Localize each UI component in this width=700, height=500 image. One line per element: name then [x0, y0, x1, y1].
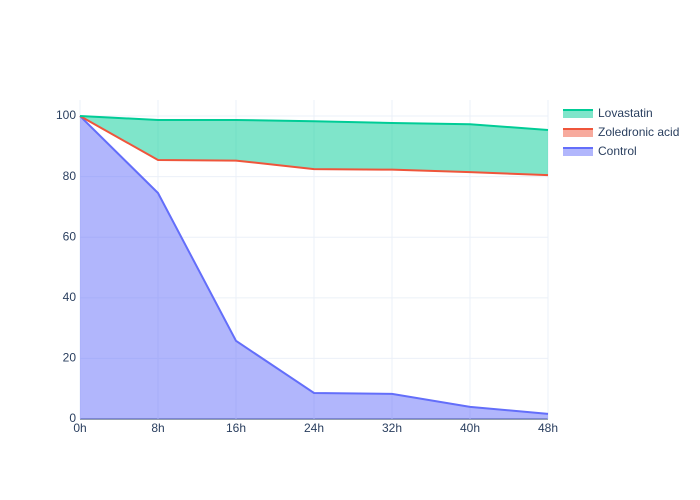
area-fill	[80, 116, 548, 176]
y-tick-label: 80	[63, 169, 77, 183]
line	[79, 115, 549, 177]
x-tick-label: 16h	[226, 421, 246, 435]
y-tick-label: 20	[63, 351, 77, 365]
x-tick-label: 24h	[304, 421, 324, 435]
legend-swatch	[563, 148, 593, 156]
legend-label: Zoledronic acid	[598, 125, 679, 139]
x-tick-label: 0h	[73, 421, 86, 435]
legend-label: Control	[598, 144, 637, 158]
x-tick-label: 40h	[460, 421, 480, 435]
y-tick-label: 100	[56, 108, 76, 122]
x-tick-label: 48h	[538, 421, 558, 435]
x-tick-label: 32h	[382, 421, 402, 435]
y-tick-label: 0	[69, 411, 76, 425]
y-tick-label: 40	[63, 290, 77, 304]
line	[79, 115, 549, 131]
x-tick-label: 8h	[151, 421, 164, 435]
line	[79, 115, 549, 415]
legend-swatch	[563, 110, 593, 118]
legend-swatch	[563, 129, 593, 137]
area-fill	[80, 116, 548, 419]
legend-label: Lovastatin	[598, 106, 653, 120]
y-tick-label: 60	[63, 229, 77, 243]
